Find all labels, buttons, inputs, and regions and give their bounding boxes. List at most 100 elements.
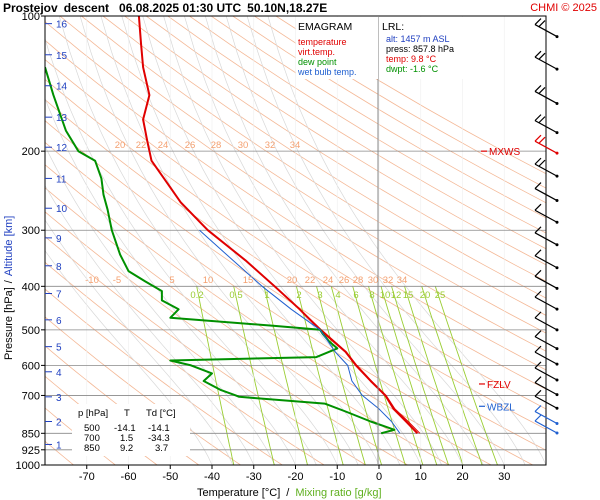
pressure-tick-label: 1000 [16, 460, 40, 472]
dry-adiabat-label: 20 [287, 275, 298, 286]
legend-title: EMAGRAM [298, 21, 352, 33]
barb-flag [538, 52, 546, 60]
barb-flag [534, 330, 542, 338]
mixing-ratio-label: 1 [264, 290, 269, 301]
barb-staff [534, 410, 558, 425]
fzlv-marker-label: FZLV [487, 380, 511, 391]
dry-adiabat [45, 261, 325, 465]
upper-adiabat-label: 26 [185, 140, 196, 151]
barb-flag [534, 157, 542, 165]
mxws-marker-label: MXWS [489, 147, 520, 158]
table-header-td: Td [°C] [146, 408, 176, 419]
series-dew-point [45, 66, 396, 435]
barb-flag [534, 134, 542, 142]
dry-adiabat [45, 21, 546, 352]
barb-flag [534, 269, 542, 277]
temperature-tick-label: -10 [329, 471, 345, 483]
altitude-tick-label: 9 [56, 234, 62, 245]
wind-barb [534, 249, 559, 270]
dry-adiabat-label: -5 [113, 275, 121, 286]
dry-adiabat [210, 16, 546, 219]
dry-adiabat-labels: -10 -5 5 10 15 20 22 24 26 28 30 32 34 [85, 275, 407, 286]
barb-base [555, 362, 559, 366]
altitude-tick-label: 11 [56, 174, 67, 185]
wind-barb [534, 114, 559, 135]
dry-adiabat [145, 16, 546, 266]
mixing-ratio-label: 3 [317, 290, 322, 301]
barb-flag [534, 50, 542, 58]
mixing-ratio-line [421, 286, 483, 465]
values-table-box [72, 404, 190, 456]
temperature-tick-label: -50 [162, 471, 178, 483]
values-table: p [hPa] T Td [°C] 500 -14.1 -14.1 700 1.… [78, 408, 176, 454]
upper-adiabat-label: 24 [158, 140, 169, 151]
table-cell: 700 [84, 433, 100, 444]
barb-flag [534, 376, 542, 384]
dry-adiabat [232, 16, 546, 204]
wind-barb [534, 85, 559, 105]
lrl-alt: alt: 1457 m ASL [386, 34, 450, 44]
temperature-tick-label: 30 [498, 471, 510, 483]
barb-base [555, 286, 559, 290]
altitude-tick-label: 8 [56, 262, 62, 273]
dry-adiabat [102, 16, 546, 299]
altitude-tick-label: 6 [56, 316, 62, 327]
barb-base [555, 199, 559, 203]
moist-adiabat [163, 16, 442, 465]
upper-adiabat-labels: 20 22 24 26 28 30 32 34 [115, 140, 301, 151]
barb-base [555, 131, 559, 135]
upper-adiabat-label: 22 [136, 140, 147, 151]
dry-adiabat-label: 34 [397, 275, 408, 286]
temperature-tick-label: 0 [376, 471, 382, 483]
pressure-tick-label: 600 [22, 360, 40, 372]
mixing-ratio-label: 0.5 [229, 290, 242, 301]
barb-flag [538, 87, 546, 94]
dry-adiabat [189, 16, 546, 234]
moist-adiabat [45, 145, 275, 465]
mixing-ratio-label: 4 [335, 290, 340, 301]
upper-adiabat-label: 30 [238, 140, 249, 151]
pressure-tick-label: 400 [22, 281, 40, 293]
barb-base [555, 431, 559, 435]
temperature-tick-label: 20 [456, 471, 468, 483]
upper-adiabat-label: 32 [265, 140, 276, 151]
barb-staff [534, 275, 558, 289]
barb-flag [538, 159, 546, 167]
lrl-dwpt: dwpt: -1.6 °C [386, 64, 439, 74]
upper-adiabat-label: 20 [115, 140, 126, 151]
table-cell: 3.7 [155, 443, 168, 454]
wind-barb [534, 311, 559, 332]
mixing-ratio-label: 2 [296, 290, 301, 301]
barb-staff [534, 163, 558, 177]
mixing-ratio-label: 8 [369, 290, 374, 301]
upper-adiabat-label: 28 [211, 140, 222, 151]
lrl-press: press: 857.8 hPa [386, 44, 454, 54]
dry-adiabat-label: -10 [85, 275, 99, 286]
pressure-tick-labels: 100 200 300 400 500 600 700 850 925 1000 [16, 11, 45, 472]
wind-barb [534, 182, 559, 203]
temperature-tick-label: 10 [415, 471, 427, 483]
altitude-tick-label: 10 [56, 204, 68, 215]
barb-staff [534, 90, 558, 104]
barb-base [555, 67, 559, 71]
table-cell: -14.1 [114, 423, 136, 434]
barb-staff [534, 296, 558, 310]
table-cell: 850 [84, 443, 100, 454]
barb-base [555, 378, 559, 382]
pressure-tick-label: 925 [22, 445, 40, 457]
dry-adiabat-label: 28 [353, 275, 364, 286]
barb-base [555, 101, 559, 105]
wind-barb [534, 405, 559, 425]
upper-adiabat-label: 34 [290, 140, 301, 151]
table-cell: -14.1 [148, 423, 170, 434]
barb-flag [538, 136, 546, 144]
altitude-tick-label: 15 [56, 51, 68, 62]
altitude-tick-label: 13 [56, 113, 68, 124]
lrl-temp: temp: 9.8 °C [386, 54, 437, 64]
barb-staff [534, 382, 558, 396]
barb-staff [534, 120, 558, 134]
altitude-tick-label: 2 [56, 418, 62, 429]
wind-barb [534, 376, 559, 397]
